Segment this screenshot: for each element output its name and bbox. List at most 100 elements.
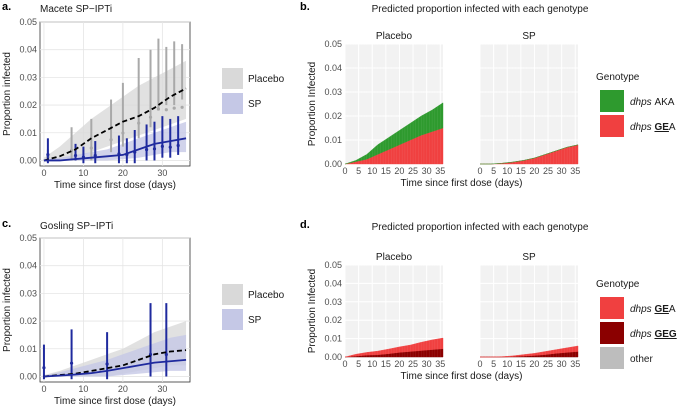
legend-swatch-sp [222, 93, 243, 114]
area-dhps-aka-placebo [344, 102, 444, 165]
y-tick-label: 0.04 [19, 45, 37, 55]
legend-label-placebo: Placebo [248, 290, 285, 301]
y-tick-label: 0.04 [324, 63, 342, 73]
ci-band-sp [43, 121, 187, 161]
y-tick-label: 0.04 [324, 278, 342, 288]
y-axis-label: Proportion Infected [307, 62, 318, 147]
x-axis-label: Time since first dose (days) [54, 180, 176, 191]
genotype-swatch-other [600, 347, 624, 369]
x-tick-label: 25 [408, 166, 418, 176]
x-tick-label: 20 [394, 359, 404, 369]
x-tick-label: 0 [41, 168, 46, 178]
obs-point-sp [69, 361, 74, 365]
obs-point-sp [144, 148, 149, 152]
y-tick-label: 0.02 [19, 100, 37, 110]
area-dhps-gea-placebo [344, 337, 444, 358]
x-tick-label: 25 [408, 359, 418, 369]
area-dhps-gea-sp [480, 345, 579, 358]
mean-line-placebo [43, 349, 187, 378]
obs-point-placebo [156, 107, 161, 111]
x-tick-label: 0 [41, 384, 46, 394]
obs-point-placebo [137, 121, 141, 125]
x-tick-label: 30 [157, 168, 167, 178]
x-tick-label: 15 [381, 166, 391, 176]
x-tick-label: 15 [516, 166, 526, 176]
obs-point-sp [73, 153, 78, 158]
panel-label-c: c. [2, 218, 11, 230]
facet-title-placebo: Placebo [376, 252, 413, 263]
genotype-swatch-geg [600, 322, 624, 344]
x-tick-label: 15 [381, 359, 391, 369]
genotype-swatch-gea [600, 115, 624, 137]
area-dhps-aka-sp [480, 144, 579, 165]
obs-point-placebo [148, 115, 153, 119]
genotype-label-other: other [630, 354, 653, 365]
y-tick-label: 0.04 [19, 261, 37, 271]
y-tick-label: 0.05 [324, 39, 342, 49]
y-tick-label: 0.03 [19, 72, 37, 82]
panel-a: a. Macete SP−IPTi 0.00 0.01 0.02 0.03 0.04 0.05… [2, 1, 285, 191]
genotype-swatch-gea [600, 297, 624, 319]
x-tick-label: 30 [557, 359, 567, 369]
panel-label-d: d. [300, 219, 310, 231]
y-axis-label: Proportion Infected [307, 269, 318, 354]
obs-point-placebo [109, 138, 113, 142]
genotype-label-aka: dhps AKA [630, 97, 675, 108]
facet-title-sp: SP [522, 252, 536, 263]
y-tick-label: 0.00 [19, 371, 37, 381]
y-tick-label: 0.00 [324, 352, 342, 362]
x-tick-label: 35 [570, 166, 580, 176]
x-tick-label: 20 [394, 166, 404, 176]
legend-swatch-placebo [222, 284, 243, 305]
x-tick-label: 10 [502, 166, 512, 176]
panel-title-b: Predicted proportion infected with each … [372, 4, 589, 15]
panel-title-d: Predicted proportion infected with each … [372, 222, 589, 233]
y-tick-label: 0.01 [19, 128, 37, 138]
obs-point-placebo [172, 106, 176, 110]
x-tick-label: 5 [491, 166, 496, 176]
panel-label-b: b. [300, 1, 310, 13]
obs-point-sp [46, 153, 50, 157]
genotype-legend-title: Genotype [596, 72, 640, 83]
y-axis-label: Proportion infected [2, 52, 13, 136]
legend-label-sp: SP [248, 99, 262, 110]
x-tick-label: 30 [557, 166, 567, 176]
x-tick-label: 10 [502, 359, 512, 369]
obs-point-sp [42, 366, 46, 370]
panel-title-c: Gosling SP−IPTi [40, 221, 113, 232]
panel-c: c. Gosling SP−IPTi 0.00 0.01 0.02 0.03 0.04 0.0… [2, 218, 285, 407]
x-tick-label: 5 [356, 359, 361, 369]
mean-line-placebo [43, 87, 187, 162]
y-tick-label: 0.00 [19, 155, 37, 165]
y-tick-label: 0.05 [324, 260, 342, 270]
x-tick-label: 25 [543, 359, 553, 369]
x-tick-label: 20 [529, 166, 539, 176]
y-tick-label: 0.02 [324, 315, 342, 325]
legend-label-placebo: Placebo [248, 74, 285, 85]
obs-point-sp [93, 153, 97, 158]
x-tick-label: 20 [118, 168, 128, 178]
y-tick-label: 0.01 [324, 135, 342, 145]
legend-swatch-sp [222, 309, 243, 330]
x-tick-label: 10 [367, 359, 377, 369]
obs-point-sp [168, 145, 172, 149]
y-tick-label: 0.02 [324, 111, 342, 121]
y-tick-label: 0.01 [324, 334, 342, 344]
mean-line-sp [43, 358, 187, 378]
x-tick-label: 30 [157, 384, 167, 394]
genotype-label-gea: dhps GEA [630, 304, 676, 315]
x-tick-label: 15 [516, 359, 526, 369]
x-axis-label: Time since first dose (days) [401, 371, 523, 382]
x-tick-label: 30 [422, 166, 432, 176]
y-tick-label: 0.01 [19, 344, 37, 354]
y-tick-label: 0.00 [324, 159, 342, 169]
x-tick-label: 10 [367, 166, 377, 176]
obs-point-sp [176, 143, 180, 148]
genotype-swatch-aka [600, 90, 624, 112]
panel-label-a: a. [2, 1, 11, 13]
facet-title-placebo: Placebo [376, 31, 413, 42]
legend-label-sp: SP [248, 315, 262, 326]
x-tick-label: 0 [342, 359, 347, 369]
x-tick-label: 20 [118, 384, 128, 394]
